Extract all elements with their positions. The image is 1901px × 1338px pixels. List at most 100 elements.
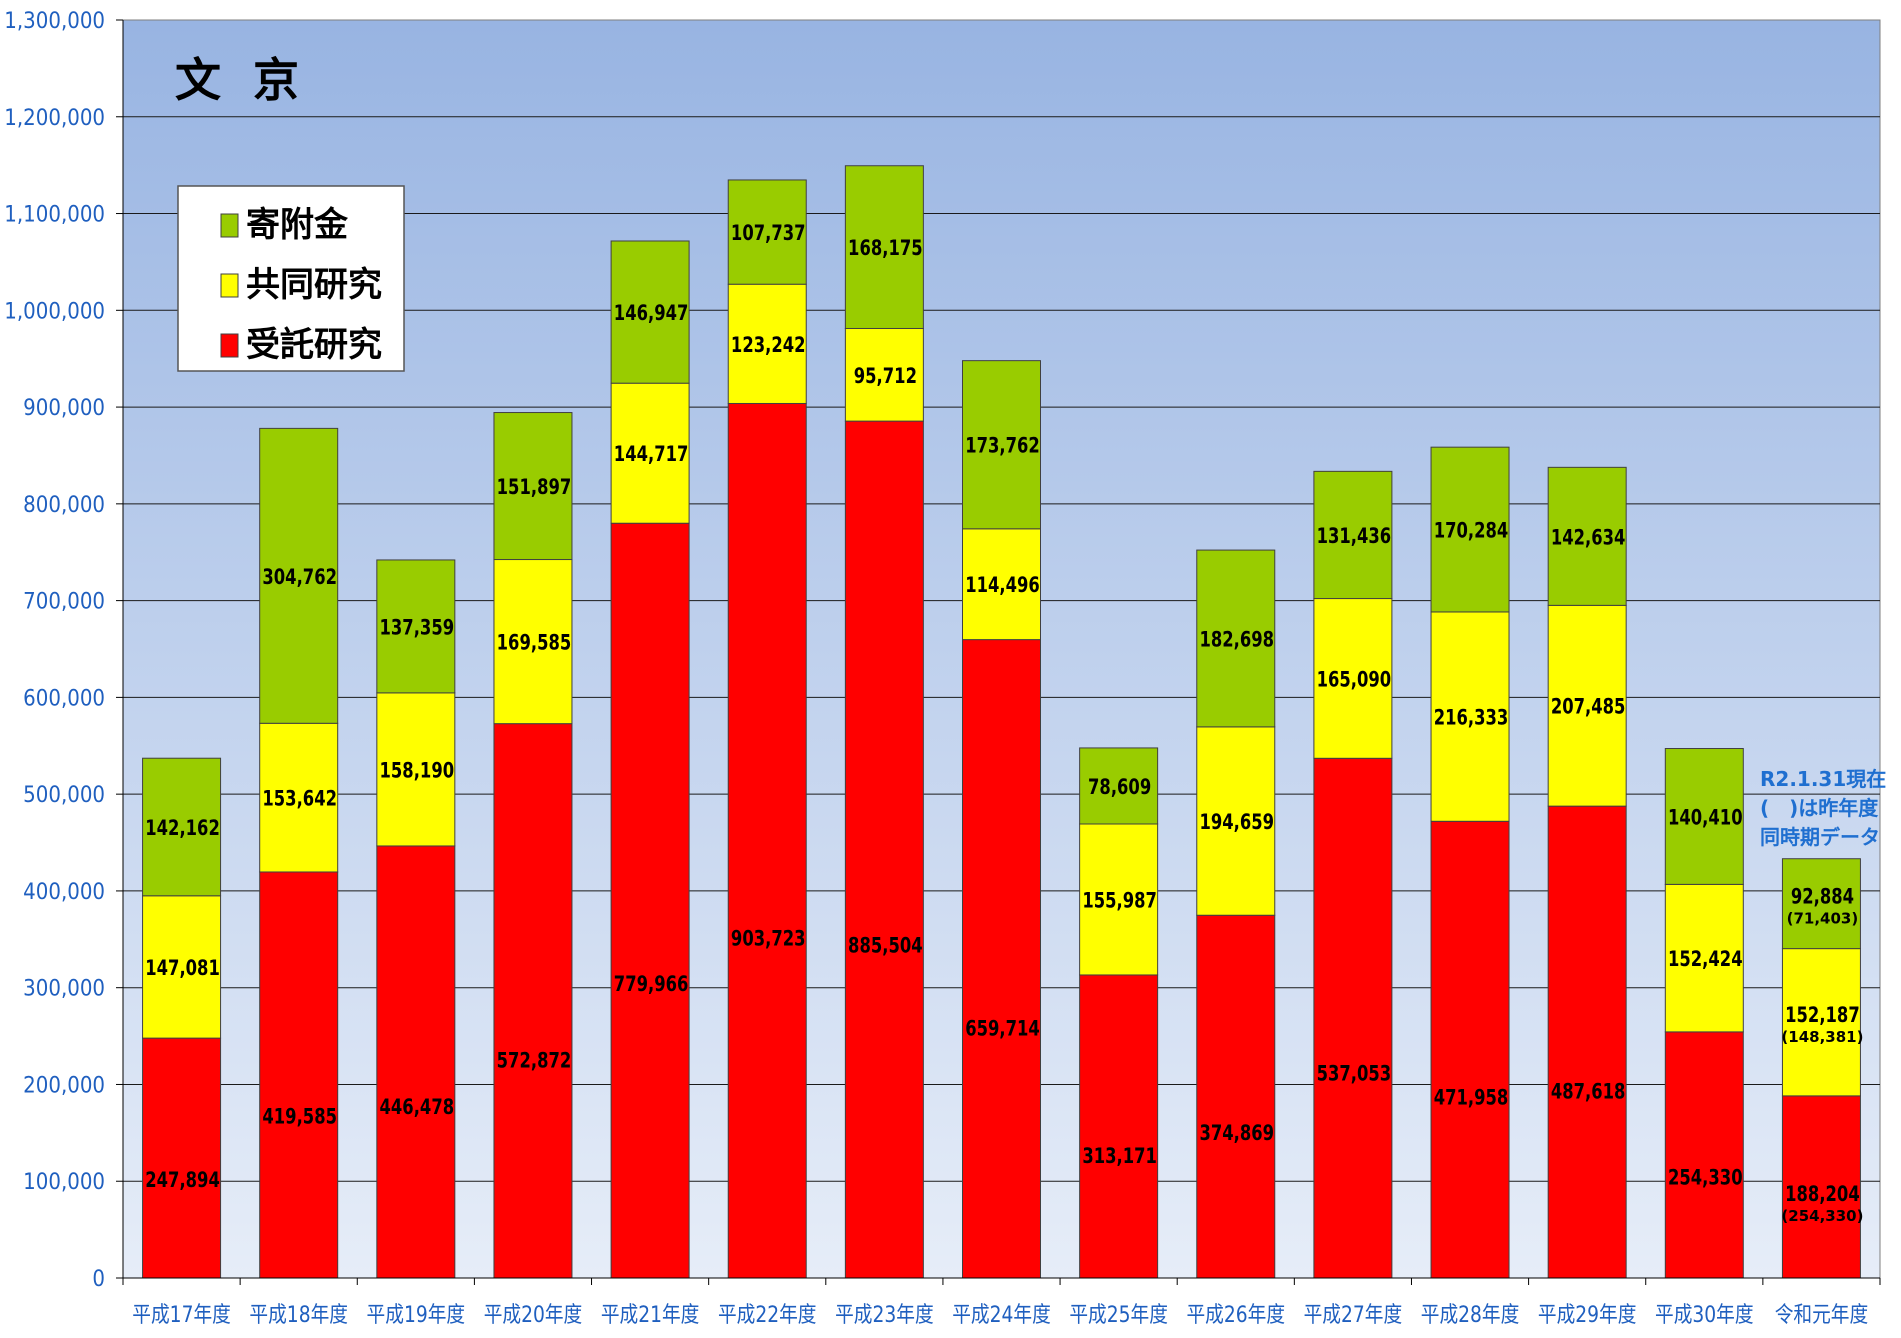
bar-joint-research <box>1430 611 1510 822</box>
data-label: 131,436 <box>1317 525 1392 548</box>
y-tick-label: 1,200,000 <box>4 106 105 131</box>
data-label: 471,958 <box>1434 1087 1509 1110</box>
y-axis: 0 100,000 200,000 300,000 400,000 500,000 600,… <box>4 9 124 1292</box>
bar-contract-research <box>610 522 690 1279</box>
bar-contract-research <box>1430 820 1510 1279</box>
x-tick-label: 平成19年度 <box>367 1302 466 1328</box>
x-tick-label: 平成29年度 <box>1538 1302 1637 1328</box>
bar-joint-research <box>1664 883 1744 1033</box>
data-label: 142,162 <box>145 817 220 840</box>
data-label: 152,424 <box>1668 948 1743 971</box>
legend-box <box>177 185 405 372</box>
bar-joint-research <box>962 528 1041 641</box>
x-tick-label: 令和元年度 <box>1775 1302 1868 1328</box>
y-tick-label: 200,000 <box>23 1073 105 1098</box>
data-label: 168,175 <box>848 237 923 260</box>
bar-donation <box>142 757 222 897</box>
x-tick-label: 平成23年度 <box>835 1302 934 1328</box>
bar-donation <box>1313 470 1393 600</box>
data-label: 114,496 <box>965 574 1040 597</box>
data-label: 304,762 <box>262 566 337 589</box>
data-label: 142,634 <box>1551 526 1626 549</box>
data-label: 537,053 <box>1317 1063 1392 1086</box>
bar-contract-research <box>493 723 573 1279</box>
bar-joint-research <box>727 283 807 404</box>
data-label: 216,333 <box>1434 707 1509 730</box>
previous-period-label: (148,381) <box>1781 1028 1863 1046</box>
legend-label: 受託研究 <box>246 325 382 365</box>
data-label: 151,897 <box>497 476 572 499</box>
bar-joint-research <box>1079 823 1159 976</box>
bar-joint-research <box>142 895 222 1039</box>
data-label: 487,618 <box>1551 1081 1626 1104</box>
x-tick-label: 平成25年度 <box>1069 1302 1168 1328</box>
data-label: 254,330 <box>1668 1167 1743 1190</box>
legend-swatch <box>220 273 239 298</box>
y-tick-label: 900,000 <box>23 396 105 421</box>
bar-contract-research <box>259 871 339 1279</box>
bar-joint-research <box>1196 726 1276 916</box>
bar-contract-research <box>1664 1031 1744 1279</box>
data-label: 155,987 <box>1082 890 1157 913</box>
y-tick-label: 100,000 <box>23 1170 105 1195</box>
y-tick-label: 500,000 <box>23 783 105 808</box>
x-tick-label: 平成18年度 <box>249 1302 348 1328</box>
bar-donation <box>1196 549 1276 728</box>
bar-donation <box>376 559 456 694</box>
bar-donation <box>727 179 807 285</box>
bar-donation <box>493 412 573 561</box>
bar-donation <box>259 427 339 724</box>
previous-period-label: (71,403) <box>1787 910 1859 928</box>
data-label: 158,190 <box>380 760 455 783</box>
y-tick-label: 1,000,000 <box>4 299 105 324</box>
bar-donation <box>610 240 690 384</box>
bar-joint-research <box>259 722 339 873</box>
data-label: 885,504 <box>848 935 923 958</box>
data-label: 152,187 <box>1785 1004 1860 1027</box>
y-tick-label: 1,100,000 <box>4 203 105 228</box>
x-tick-label: 平成22年度 <box>718 1302 817 1328</box>
data-label: 779,966 <box>614 973 689 996</box>
data-label: 313,171 <box>1082 1145 1157 1168</box>
data-label: 247,894 <box>145 1169 220 1192</box>
note-line: ( )は昨年度 <box>1760 796 1879 820</box>
bar-joint-research <box>493 559 573 725</box>
legend-swatch <box>220 213 239 238</box>
bar-contract-research <box>844 420 924 1279</box>
y-tick-label: 700,000 <box>23 590 105 615</box>
x-tick-label: 平成28年度 <box>1421 1302 1520 1328</box>
data-label: 165,090 <box>1317 669 1392 692</box>
x-tick-label: 平成24年度 <box>952 1302 1051 1328</box>
bar-contract-research <box>727 402 807 1279</box>
x-tick-label: 平成17年度 <box>132 1302 231 1328</box>
x-tick-label: 平成21年度 <box>601 1302 700 1328</box>
data-label: 137,359 <box>380 617 455 640</box>
y-tick-label: 300,000 <box>23 977 105 1002</box>
legend-swatch <box>220 333 239 358</box>
bar-joint-research <box>1781 948 1861 1097</box>
data-label: 182,698 <box>1199 629 1274 652</box>
data-label: 374,869 <box>1199 1122 1274 1145</box>
data-label: 153,642 <box>262 788 337 811</box>
bar-donation <box>844 165 924 329</box>
y-tick-label: 600,000 <box>23 686 105 711</box>
bar-contract-research <box>962 639 1041 1279</box>
data-label: 78,609 <box>1088 776 1151 799</box>
data-label: 107,737 <box>731 222 806 245</box>
bar-contract-research <box>1079 974 1159 1279</box>
bar-joint-research <box>376 692 456 847</box>
x-tick-label: 平成27年度 <box>1304 1302 1403 1328</box>
data-label: 188,204 <box>1785 1183 1860 1206</box>
data-label: 194,659 <box>1199 811 1274 834</box>
data-label: 173,762 <box>965 435 1040 458</box>
bar-donation <box>1430 446 1510 613</box>
bar-contract-research <box>1313 757 1393 1279</box>
x-tick-label: 平成26年度 <box>1186 1302 1285 1328</box>
data-label: 572,872 <box>497 1050 572 1073</box>
y-tick-label: 1,300,000 <box>4 9 105 34</box>
bar-joint-research <box>610 382 690 524</box>
bar-contract-research <box>376 845 456 1279</box>
data-label: 903,723 <box>731 928 806 951</box>
data-label: 140,410 <box>1668 807 1743 830</box>
